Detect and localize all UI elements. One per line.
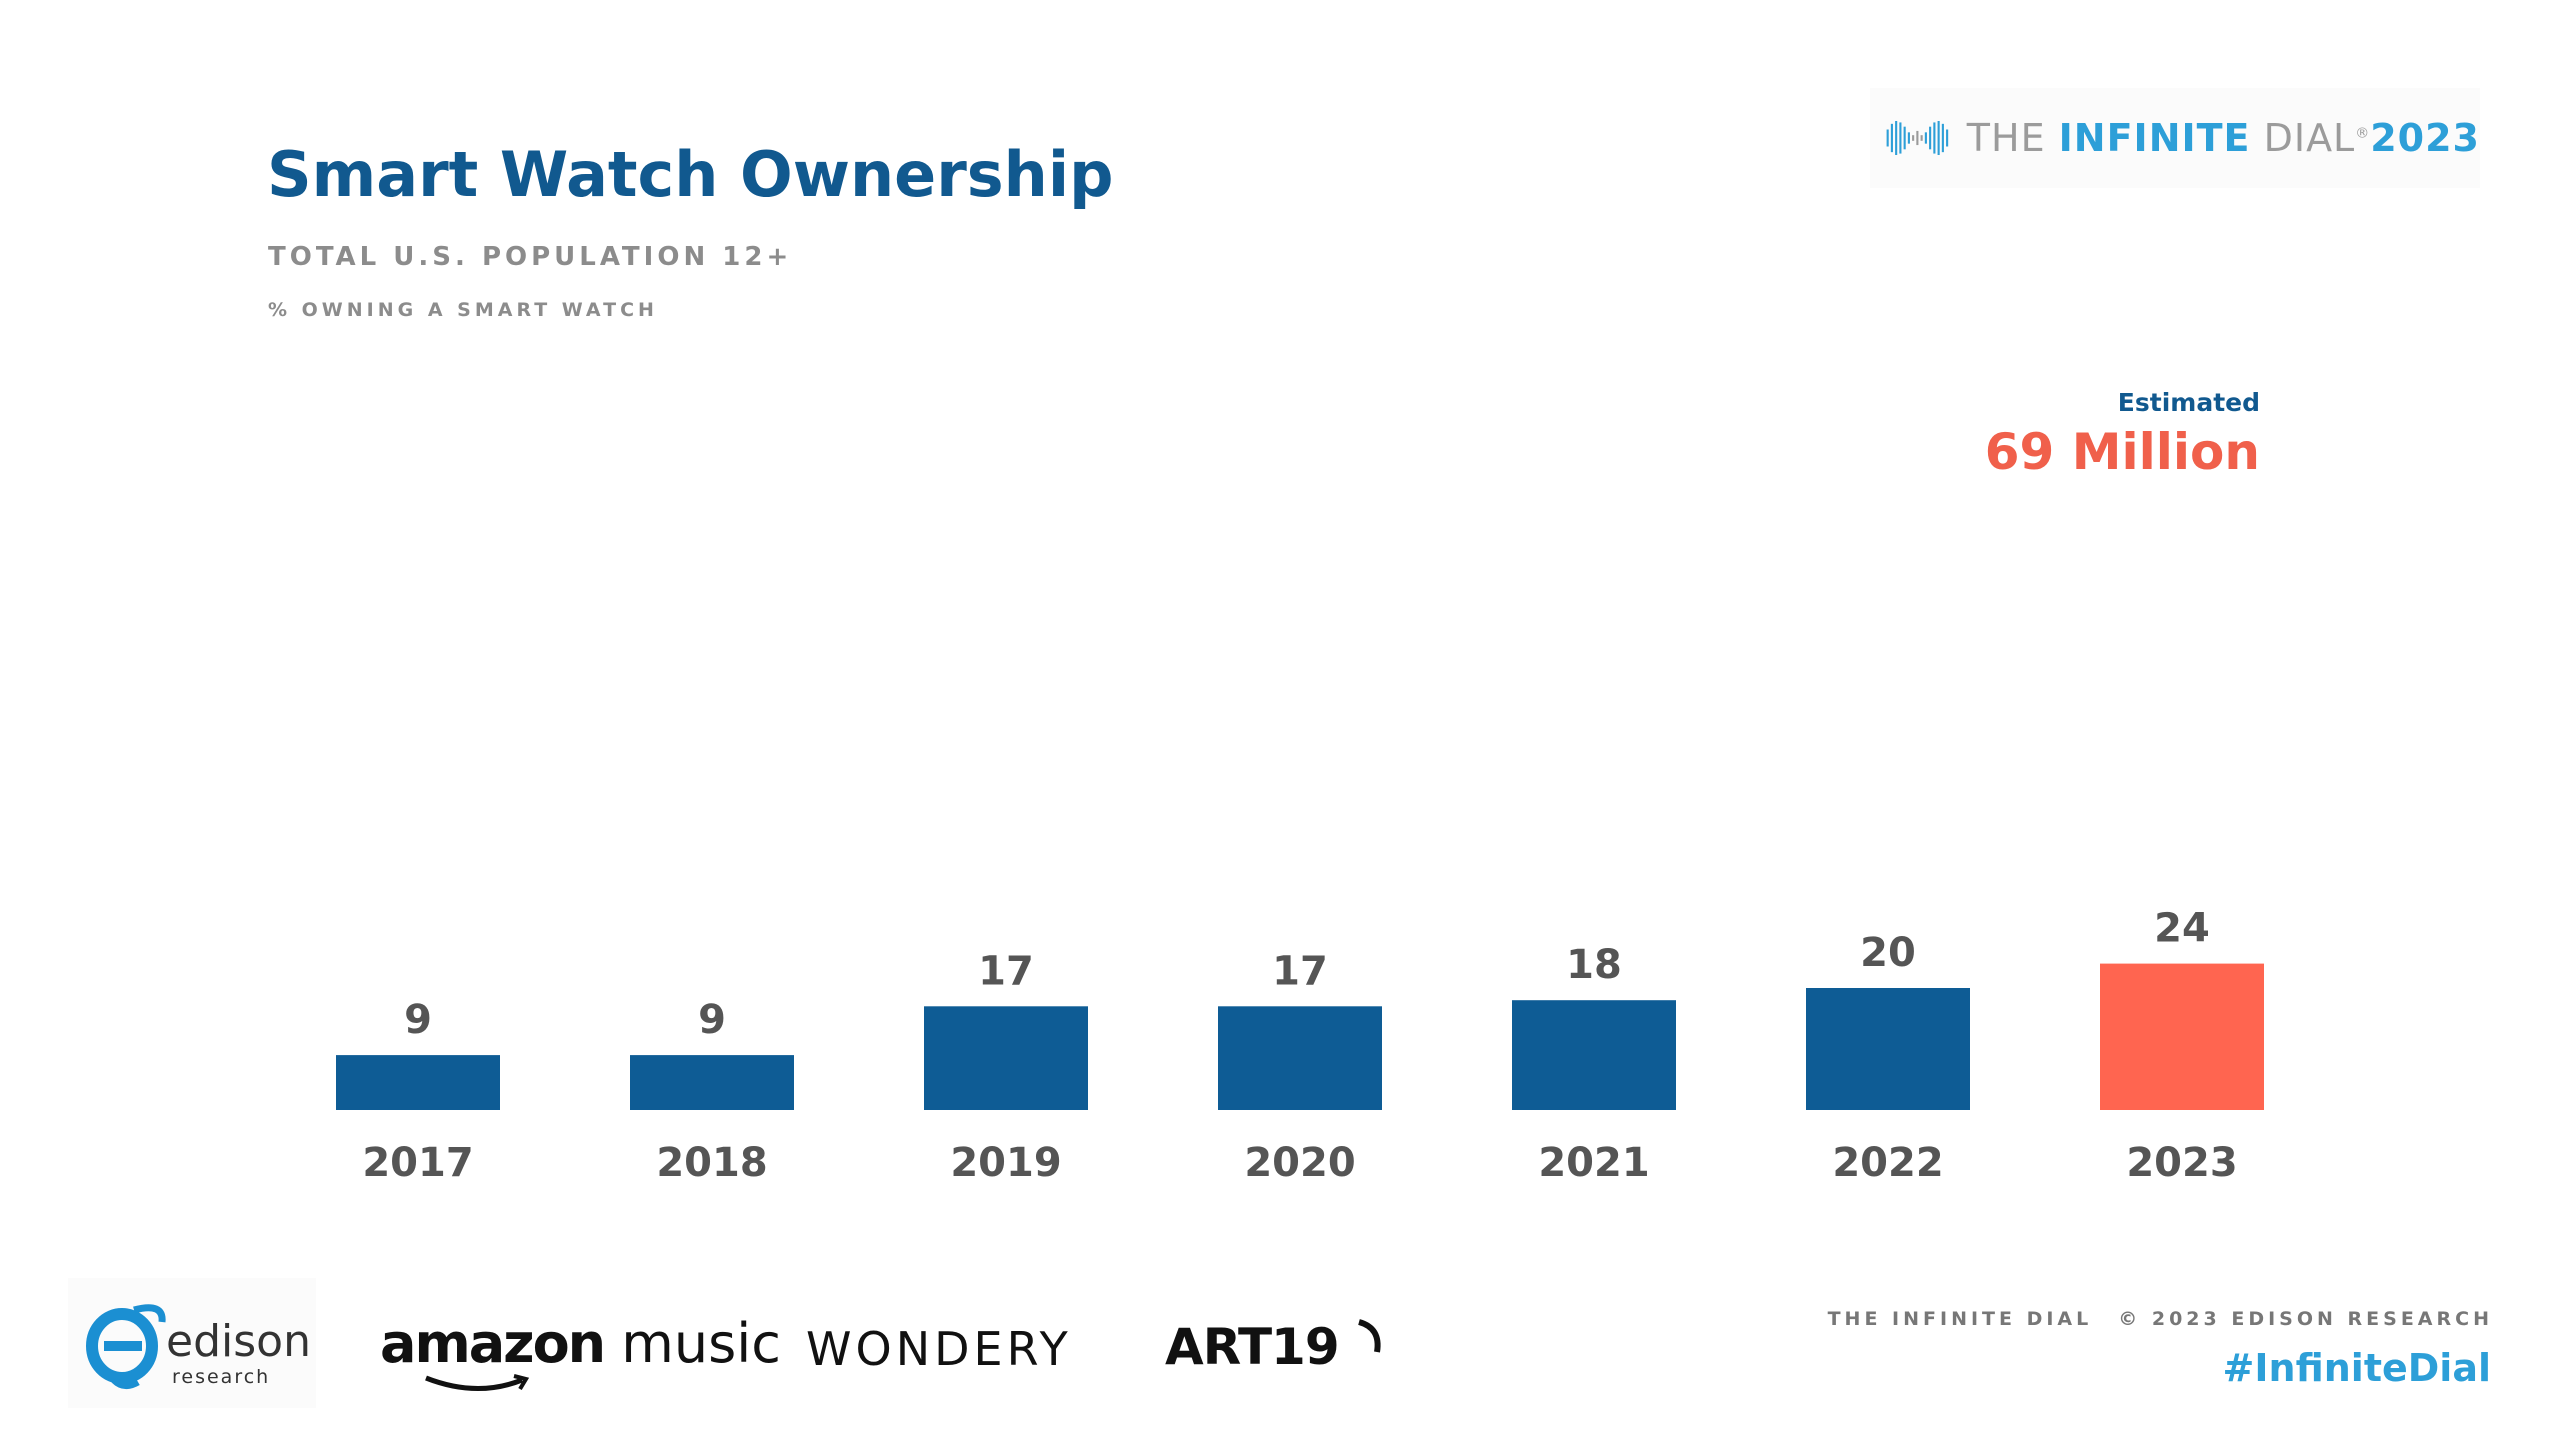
- category-label-2019: 2019: [950, 1140, 1061, 1186]
- brand-registered: ®: [2355, 125, 2371, 142]
- value-label-2017: 9: [404, 997, 432, 1043]
- brand-dial: DIAL: [2250, 116, 2356, 160]
- edison-subtext: research: [172, 1366, 271, 1388]
- value-label-2020: 17: [1272, 948, 1328, 994]
- category-label-2017: 2017: [362, 1140, 473, 1186]
- bar-2021: [1512, 1000, 1676, 1110]
- edison-swirl-icon: [86, 1304, 166, 1389]
- category-label-2018: 2018: [656, 1140, 767, 1186]
- category-label-2022: 2022: [1832, 1140, 1943, 1186]
- bar-2019: [924, 1006, 1088, 1110]
- brand-the: THE: [1966, 116, 2059, 160]
- bar-2022: [1806, 988, 1970, 1110]
- value-label-2021: 18: [1566, 942, 1622, 988]
- estimate-value: 69 Million: [1984, 423, 2260, 481]
- brand-year: 2023: [2370, 116, 2480, 160]
- infinity-waveform-icon: [1886, 121, 1949, 155]
- credit-left: THE INFINITE DIAL: [1827, 1308, 2093, 1330]
- estimate-label: Estimated: [2117, 388, 2260, 417]
- bar-2018: [630, 1055, 794, 1110]
- hashtag: #InfiniteDial: [2222, 1346, 2491, 1390]
- art19-logo: ART19: [1165, 1318, 1385, 1376]
- category-label-2020: 2020: [1244, 1140, 1355, 1186]
- brand-wordmark: THE INFINITE DIAL®2023: [1967, 116, 2480, 160]
- music-wordmark: music: [621, 1312, 781, 1375]
- art19-wordmark: ART19: [1165, 1318, 1340, 1376]
- value-label-2022: 20: [1860, 930, 1916, 976]
- category-label-2021: 2021: [1538, 1140, 1649, 1186]
- value-label-2019: 17: [978, 948, 1034, 994]
- credit-right: © 2023 EDISON RESEARCH: [2118, 1308, 2493, 1330]
- value-label-2018: 9: [698, 997, 726, 1043]
- population-subtitle: TOTAL U.S. POPULATION 12+: [268, 242, 793, 272]
- footer-credit: THE INFINITE DIAL © 2023 EDISON RESEARCH: [1828, 1308, 2493, 1330]
- infinite-dial-logo: THE INFINITE DIAL®2023: [1870, 88, 2480, 188]
- wondery-logo: WONDERY: [806, 1322, 1072, 1376]
- page-title: Smart Watch Ownership: [267, 138, 1114, 211]
- category-label-2023: 2023: [2126, 1140, 2237, 1186]
- signal-arc-icon: [1358, 1319, 1381, 1353]
- amazon-smile-icon: [425, 1374, 530, 1392]
- amazon-music-logo: amazon music: [380, 1312, 781, 1392]
- edison-research-logo: edison research: [68, 1278, 316, 1408]
- measure-subtitle: % OWNING A SMART WATCH: [268, 299, 658, 321]
- amazon-wordmark: amazon: [380, 1312, 606, 1375]
- bar-2020: [1218, 1006, 1382, 1110]
- edison-wordmark: edison: [166, 1316, 311, 1367]
- bar-chart: 9 2017 9 2018 17 2019 17 2020 18 2021 20 2022 24 2023: [336, 906, 2264, 1186]
- value-label-2023: 24: [2154, 906, 2210, 952]
- bar-2023: [2100, 963, 2264, 1110]
- brand-infinite: INFINITE: [2058, 116, 2251, 160]
- bar-2017: [336, 1055, 500, 1110]
